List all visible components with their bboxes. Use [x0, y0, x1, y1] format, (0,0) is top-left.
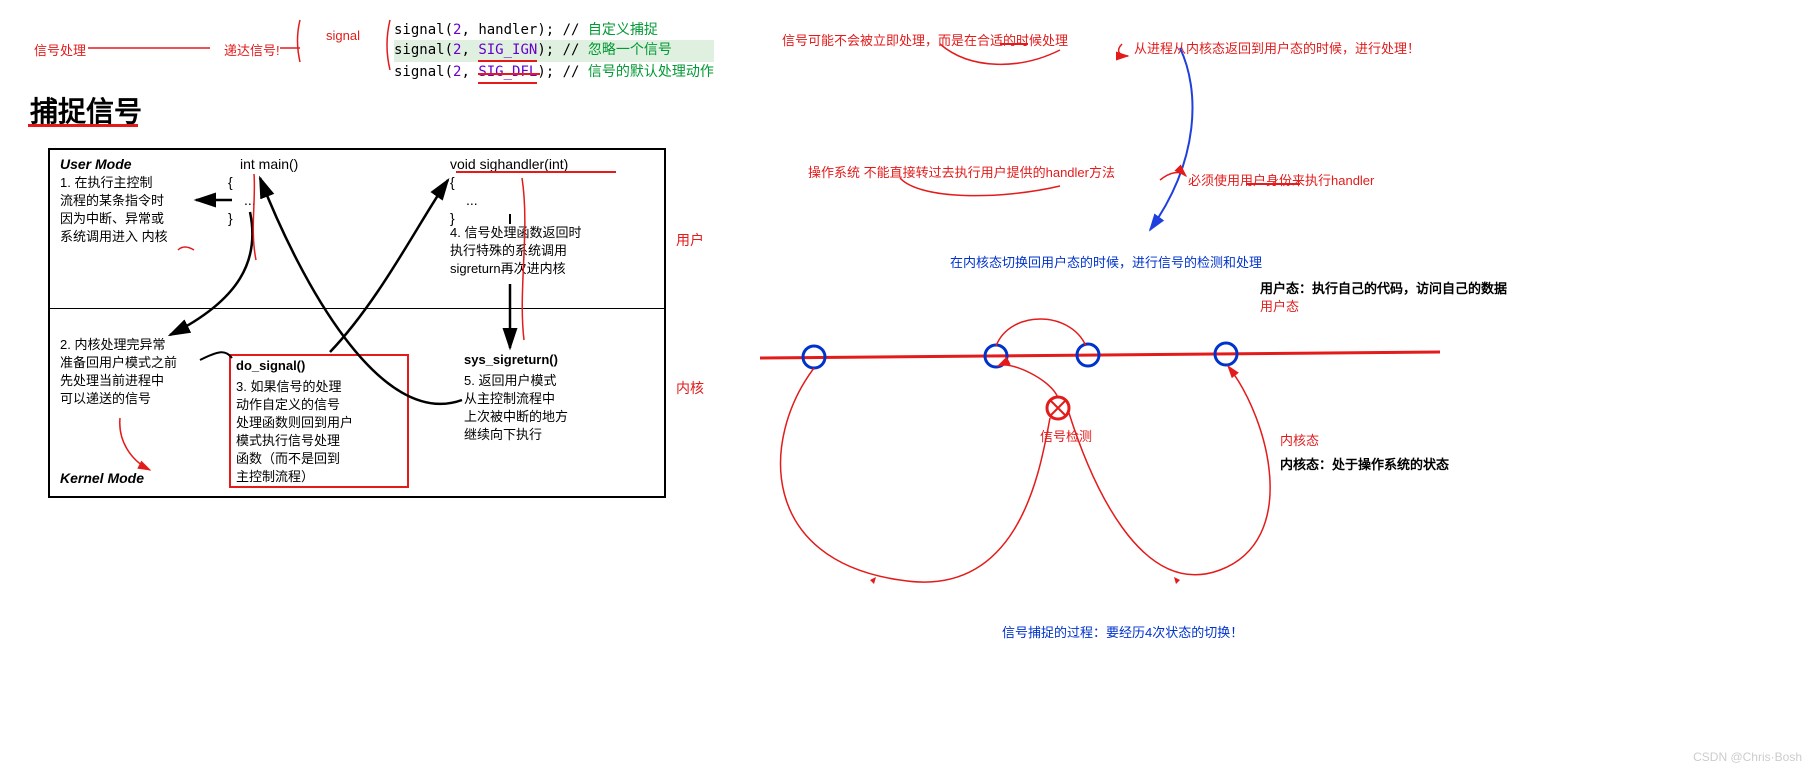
note-deliver-signal: 递达信号! — [224, 40, 280, 59]
side-user: 用户 — [676, 230, 704, 250]
kernel-mode-label: Kernel Mode — [60, 470, 144, 486]
brace2: } — [228, 210, 233, 226]
note-r2: 从进程从内核态返回到用户态的时候，进行处理！ — [1134, 38, 1420, 57]
code-block: signal(2, handler); // 自定义捕捉 signal(2, S… — [394, 20, 714, 84]
note-r4: 必须使用用户身份来执行handler — [1188, 170, 1374, 189]
brace1: { — [228, 174, 233, 190]
step5-text: 5. 返回用户模式 从主控制流程中 上次被中断的地方 继续向下执行 — [464, 372, 624, 444]
do-signal-label: do_signal() — [236, 358, 305, 373]
code-line-2: signal(2, SIG_IGN); // 忽略一个信号 — [394, 40, 714, 62]
step4-text: 4. 信号处理函数返回时 执行特殊的系统调用 sigreturn再次进内核 — [450, 224, 630, 278]
user-state: 用户态 — [1260, 296, 1299, 315]
user-mode-label: User Mode — [60, 156, 132, 172]
step3-text: 3. 如果信号的处理 动作自定义的信号 处理函数则回到用户 模式执行信号处理 函… — [236, 378, 406, 486]
note-r1: 信号可能不会被立即处理，而是在合适的时候处理 — [782, 30, 1068, 49]
side-kernel: 内核 — [676, 378, 704, 398]
note-r3: 操作系统 不能直接转过去执行用户提供的handler方法 — [808, 162, 1115, 181]
code-line-1: signal(2, handler); // 自定义捕捉 — [394, 20, 714, 40]
user-state-bold: 用户态：执行自己的代码，访问自己的数据 — [1260, 278, 1507, 297]
step1-text: 1. 在执行主控制 流程的某条指令时 因为中断、异常或 系统调用进入 内核 — [60, 174, 210, 246]
code-line-3: signal(2, SIG_DFL); // 信号的默认处理动作 — [394, 62, 714, 84]
sighandler-label: void sighandler(int) — [450, 156, 568, 172]
signal-check-label: 信号检测 — [1040, 426, 1092, 445]
note-signal-handling: 信号处理 — [34, 40, 86, 59]
brace3: { — [450, 174, 455, 190]
watermark: CSDN @Chris·Bosh — [1693, 750, 1802, 764]
diagram-divider — [48, 308, 666, 309]
heading-underline — [28, 124, 138, 127]
int-main: int main() — [240, 156, 298, 172]
kernel-state-bold: 内核态：处于操作系统的状态 — [1280, 454, 1449, 473]
dots1: ... — [244, 192, 256, 208]
dots2: ... — [466, 192, 478, 208]
note-signal: signal — [326, 28, 360, 43]
note-r5: 在内核态切换回用户态的时候，进行信号的检测和处理 — [950, 252, 1262, 271]
bottom-note: 信号捕捉的过程：要经历4次状态的切换！ — [1002, 622, 1243, 641]
kernel-state: 内核态 — [1280, 430, 1319, 449]
step2-text: 2. 内核处理完异常 准备回用户模式之前 先处理当前进程中 可以递送的信号 — [60, 336, 230, 408]
sys-sigreturn-label: sys_sigreturn() — [464, 352, 558, 367]
